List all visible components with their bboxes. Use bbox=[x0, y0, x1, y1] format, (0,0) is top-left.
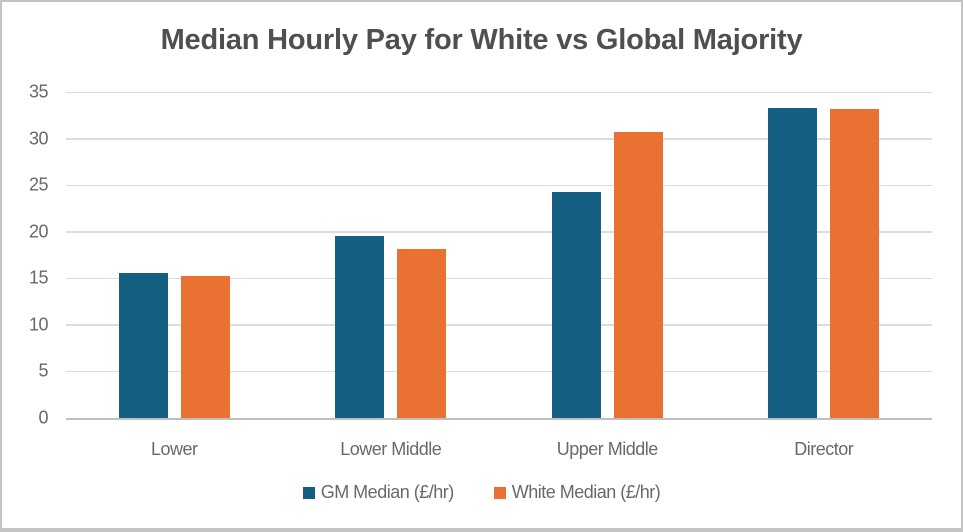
bar-gm-median-hr-lower-middle bbox=[335, 236, 385, 418]
gridline-30 bbox=[66, 138, 932, 140]
x-tick-label-upper-middle: Upper Middle bbox=[556, 439, 659, 459]
y-tick-label-0: 0 bbox=[38, 407, 48, 428]
bar-white-median-hr-lower-middle bbox=[397, 249, 447, 418]
x-tick-label-lower-middle: Lower Middle bbox=[340, 439, 442, 459]
legend-item-white-median-hr: White Median (£/hr) bbox=[493, 482, 661, 503]
bar-gm-median-hr-lower bbox=[118, 272, 168, 418]
gridline-10 bbox=[66, 324, 932, 326]
legend-label-white-median-hr: White Median (£/hr) bbox=[511, 482, 661, 502]
x-tick-label-lower: Lower bbox=[150, 439, 198, 459]
bar-group-director bbox=[716, 92, 933, 418]
legend-item-gm-median-hr: GM Median (£/hr) bbox=[302, 482, 455, 503]
bar-group-upper-middle bbox=[499, 92, 716, 418]
legend-swatch-icon-gm-median-hr bbox=[302, 486, 315, 499]
y-tick-label-30: 30 bbox=[28, 128, 49, 149]
legend-label-gm-median-hr: GM Median (£/hr) bbox=[320, 482, 455, 502]
y-tick-label-5: 5 bbox=[38, 360, 48, 381]
bar-white-median-hr-upper-middle bbox=[613, 132, 663, 418]
bar-groups bbox=[66, 92, 932, 418]
gridline-20 bbox=[66, 231, 932, 233]
bar-group-lower bbox=[66, 92, 283, 418]
x-axis-labels: Lower Lower Middle Upper Middle Director bbox=[66, 439, 932, 460]
y-tick-label-35: 35 bbox=[28, 81, 49, 102]
y-tick-label-20: 20 bbox=[28, 221, 49, 242]
bar-white-median-hr-lower bbox=[180, 276, 230, 418]
bar-white-median-hr-director bbox=[830, 108, 880, 418]
y-tick-label-25: 25 bbox=[28, 174, 49, 195]
bar-gm-median-hr-director bbox=[768, 107, 818, 418]
gridline-25 bbox=[66, 184, 932, 187]
chart-title: Median Hourly Pay for White vs Global Ma… bbox=[160, 24, 803, 56]
y-tick-label-10: 10 bbox=[28, 314, 49, 335]
legend: GM Median (£/hr) White Median (£/hr) bbox=[2, 482, 961, 503]
x-axis-line bbox=[66, 417, 932, 420]
gridline-35 bbox=[66, 91, 932, 93]
gridline-5 bbox=[66, 370, 932, 373]
bar-gm-median-hr-upper-middle bbox=[551, 191, 601, 418]
legend-swatch-icon-white-median-hr bbox=[493, 486, 506, 499]
plot-area bbox=[66, 91, 932, 420]
bar-group-lower-middle bbox=[283, 92, 500, 418]
x-tick-label-director: Director bbox=[794, 439, 854, 459]
y-tick-label-15: 15 bbox=[28, 267, 49, 288]
gridline-15 bbox=[66, 277, 932, 280]
